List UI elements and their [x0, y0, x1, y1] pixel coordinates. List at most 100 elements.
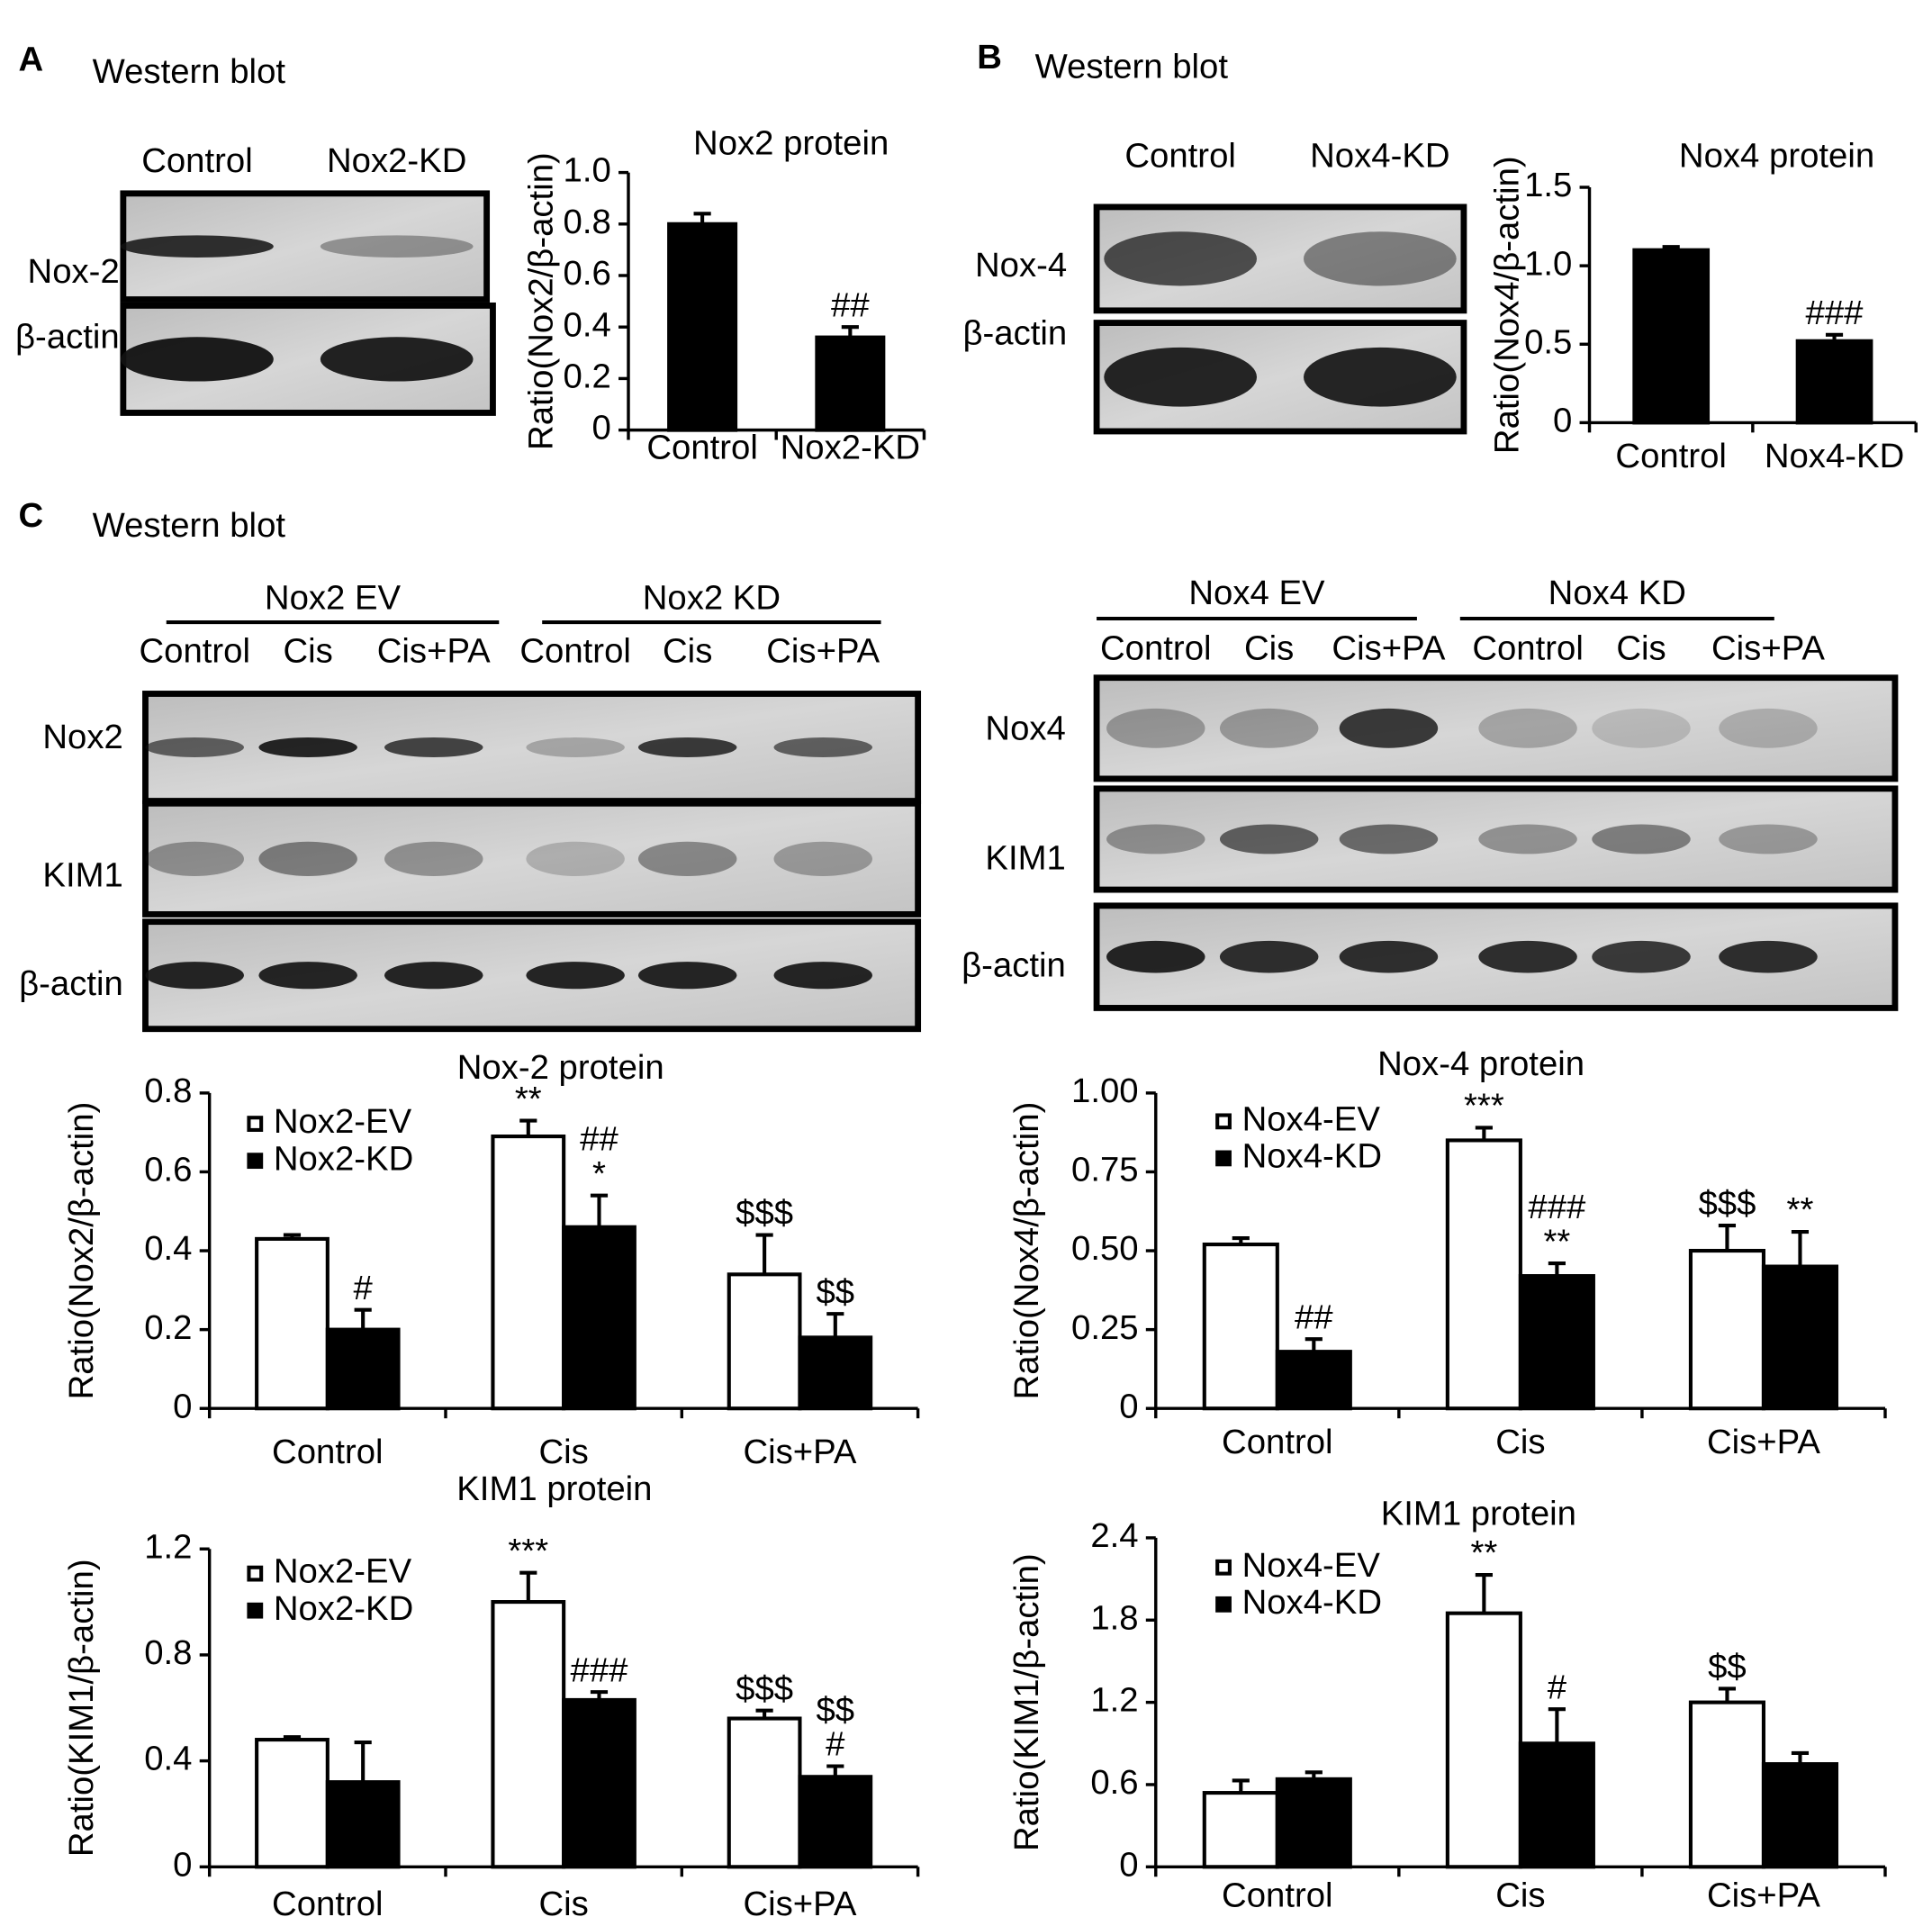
legend-marker	[1215, 1596, 1232, 1613]
bar	[798, 1775, 873, 1869]
group-label: Nox2 KD	[643, 579, 781, 618]
bar	[815, 335, 886, 432]
x-tick-label: Control	[1222, 1876, 1333, 1915]
lane-label: Cis	[283, 631, 332, 670]
bar	[1445, 1138, 1522, 1411]
x-tick-label: Control	[646, 429, 758, 467]
lane-label: Cis+PA	[1332, 629, 1445, 668]
legend-marker	[247, 1153, 264, 1170]
y-tick-label: 0.8	[144, 1633, 192, 1672]
y-tick-label: 1.2	[1090, 1681, 1138, 1720]
blot-band	[1106, 824, 1205, 854]
row-label: KIM1	[985, 838, 1065, 877]
blot-band	[1478, 824, 1577, 854]
bar	[1795, 339, 1873, 425]
lane-label: Nox2-KD	[327, 141, 466, 180]
error-bar	[1548, 1261, 1566, 1277]
lane-label: Cis	[1244, 629, 1294, 668]
significance-label: $$$	[1698, 1184, 1756, 1223]
x-tick-label: Cis+PA	[743, 1885, 856, 1923]
x-tick-label: Cis+PA	[743, 1433, 856, 1471]
lane-label: Cis+PA	[766, 631, 880, 670]
blot-band	[121, 235, 274, 258]
bar	[1688, 1700, 1766, 1869]
error-bar	[693, 212, 711, 224]
significance-label: ##	[580, 1120, 618, 1159]
blot-band	[121, 337, 274, 382]
lane-label: Control	[1124, 136, 1236, 175]
blot-band	[1592, 824, 1691, 854]
y-tick-label: 1.00	[1071, 1072, 1139, 1110]
error-bar	[1475, 1126, 1493, 1141]
blot-band	[1219, 708, 1319, 748]
blot-band	[773, 737, 872, 757]
blot-band	[384, 962, 483, 990]
blot-band	[1719, 940, 1818, 973]
blot-band	[145, 737, 244, 757]
legend-marker	[1215, 1150, 1232, 1167]
bar	[667, 222, 738, 432]
bar	[1445, 1611, 1522, 1869]
y-tick-label: 0	[173, 1387, 192, 1425]
row-label: β-actin	[19, 964, 123, 1003]
chart-title: Nox-2 protein	[457, 1048, 664, 1087]
y-tick-label: 0.25	[1071, 1308, 1139, 1347]
x-tick-label: Nox4-KD	[1765, 437, 1904, 475]
lane-label: Control	[1100, 629, 1212, 668]
blot-band	[258, 841, 357, 877]
y-tick-label: 1.8	[1090, 1598, 1138, 1637]
lane-label: Cis	[663, 631, 712, 670]
significance-label: **	[1787, 1190, 1814, 1229]
blot-band	[145, 962, 244, 990]
blot-band	[637, 962, 737, 990]
error-bar	[519, 1570, 537, 1603]
y-tick-label: 1.0	[564, 151, 611, 190]
bar	[1761, 1264, 1839, 1411]
error-bar	[283, 1233, 302, 1239]
row-label: β-actin	[962, 313, 1067, 352]
group-label: Nox4 KD	[1548, 574, 1686, 612]
blot-band	[1592, 940, 1691, 973]
error-bar	[1305, 1337, 1323, 1352]
significance-label: *	[592, 1154, 606, 1193]
bar	[727, 1716, 802, 1869]
lane-label: Nox4-KD	[1310, 136, 1449, 175]
panel-label: A	[19, 41, 44, 79]
blot-band	[384, 841, 483, 877]
bar	[491, 1600, 566, 1869]
bar	[255, 1236, 330, 1411]
significance-label: ***	[508, 1532, 548, 1570]
error-bar	[826, 1764, 844, 1777]
blot-band	[1339, 940, 1439, 973]
legend-label: Nox4-KD	[1242, 1583, 1382, 1622]
significance-label: $$$	[736, 1669, 793, 1708]
y-axis-label: Ratio(KIM1/β-actin)	[1007, 1553, 1046, 1851]
error-bar	[755, 1708, 773, 1719]
legend-marker	[247, 1116, 264, 1132]
significance-label: #	[1548, 1668, 1567, 1706]
significance-label: $$	[1708, 1648, 1747, 1686]
panel-heading: Western blot	[93, 52, 286, 91]
blot-band	[258, 737, 357, 757]
y-tick-label: 0	[592, 409, 611, 448]
error-bar	[1791, 1229, 1810, 1267]
y-axis-label: Ratio(Nox2/β-actin)	[62, 1102, 101, 1400]
blot-band	[637, 737, 737, 757]
row-label: Nox4	[985, 710, 1065, 748]
bar	[1202, 1242, 1279, 1411]
x-tick-label: Cis	[1495, 1876, 1545, 1915]
row-label: Nox2	[42, 718, 122, 756]
significance-label: **	[1470, 1533, 1497, 1572]
y-tick-label: 0.75	[1071, 1151, 1139, 1189]
blot-band	[1478, 708, 1577, 748]
blot-band	[1719, 708, 1818, 748]
bar	[562, 1225, 636, 1411]
lane-label: Cis	[1616, 629, 1666, 668]
blot-band	[1592, 708, 1691, 748]
legend-label: Nox4-EV	[1242, 1099, 1381, 1138]
blot-band	[1478, 940, 1577, 973]
blot-band	[320, 337, 474, 382]
row-label: β-actin	[15, 317, 120, 356]
